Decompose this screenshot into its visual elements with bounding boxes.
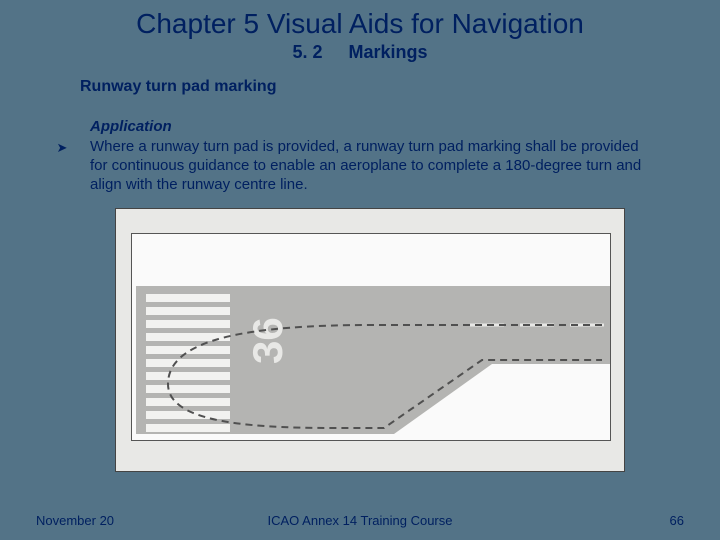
runway-number: 36 [244,317,291,364]
footer-page: 66 [670,513,684,528]
figure-inner: 36 [131,233,611,441]
body-paragraph: Where a runway turn pad is provided, a r… [90,138,660,194]
section-number: 5. 2 [292,42,322,63]
turn-pad-figure: 36 [115,208,625,472]
footer-course: ICAO Annex 14 Training Course [0,513,720,528]
bullet-icon: ➤ [54,140,70,156]
topic-heading: Runway turn pad marking [80,78,276,96]
application-label: Application [90,118,172,135]
section-label: Markings [349,42,428,62]
section-number-row: 5. 2 Markings [0,42,720,63]
chapter-title: Chapter 5 Visual Aids for Navigation [0,8,720,40]
turn-pad-svg: 36 [132,234,610,440]
slide: Chapter 5 Visual Aids for Navigation 5. … [0,0,720,540]
